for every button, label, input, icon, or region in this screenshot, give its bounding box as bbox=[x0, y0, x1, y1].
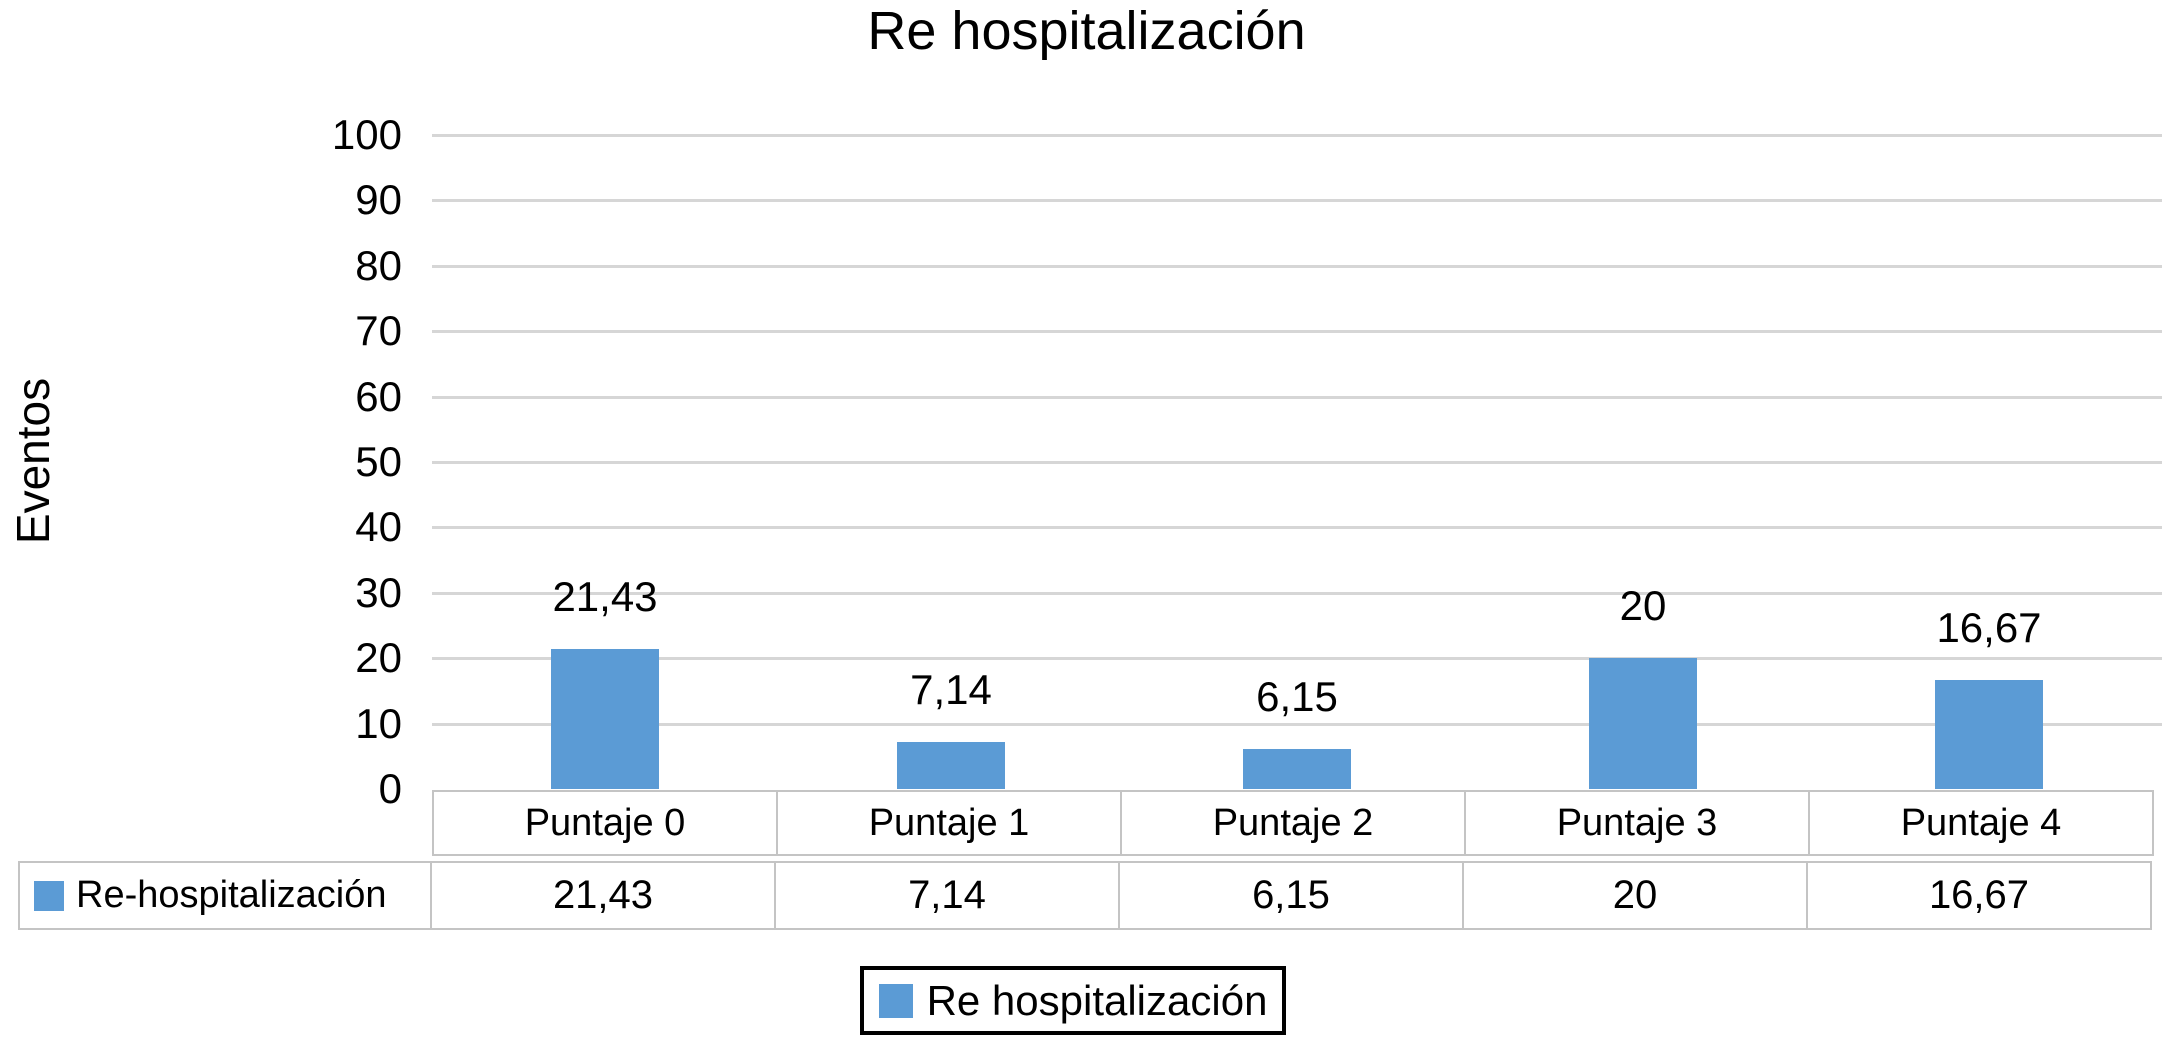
gridline bbox=[432, 199, 2162, 203]
y-tick-label: 20 bbox=[355, 634, 402, 682]
bar-value-label: 6,15 bbox=[1256, 672, 1338, 720]
gridline bbox=[432, 134, 2162, 137]
y-tick-label: 60 bbox=[355, 372, 402, 420]
y-tick-label: 50 bbox=[355, 438, 402, 485]
legend-label: Re hospitalización bbox=[926, 976, 1268, 1024]
series-swatch-icon bbox=[34, 880, 64, 911]
y-tick-label: 0 bbox=[378, 765, 402, 812]
chart-title: Re hospitalización bbox=[867, 1, 1306, 61]
y-tick-label: 30 bbox=[355, 568, 402, 616]
bar-puntaje-0 bbox=[551, 648, 659, 789]
category-cell: Puntaje 1 bbox=[776, 790, 1122, 856]
category-cell: Puntaje 0 bbox=[432, 790, 778, 856]
category-cell: Puntaje 4 bbox=[1808, 790, 2154, 856]
y-tick-label: 80 bbox=[355, 241, 402, 289]
y-tick-label: 90 bbox=[355, 176, 402, 224]
category-cell: Puntaje 3 bbox=[1464, 790, 1810, 856]
y-tick-label: 40 bbox=[355, 503, 402, 551]
gridline bbox=[432, 395, 2162, 399]
value-cell: 7,14 bbox=[774, 861, 1120, 930]
gridline bbox=[432, 722, 2162, 726]
gridline bbox=[432, 657, 2162, 661]
y-tick-label: 100 bbox=[331, 111, 402, 158]
value-cell: 20 bbox=[1462, 861, 1808, 930]
gridline bbox=[432, 264, 2162, 268]
bar-value-label: 20 bbox=[1619, 582, 1667, 630]
x-category-row: Puntaje 0 Puntaje 1 Puntaje 2 Puntaje 3 Punt… bbox=[432, 790, 2162, 856]
y-tick-label: 70 bbox=[355, 307, 402, 355]
bar-value-label: 16,67 bbox=[1936, 603, 2042, 651]
category-cell: Puntaje 2 bbox=[1120, 790, 1466, 856]
row-header-label: Re-hospitalización bbox=[76, 874, 387, 916]
bar-puntaje-2 bbox=[1243, 748, 1351, 789]
data-table-row: Re-hospitalización 21,43 7,14 6,15 20 16,67 bbox=[18, 861, 2162, 930]
y-axis-ticks: 0 10 20 30 40 50 60 70 80 90 100 bbox=[0, 0, 402, 1038]
gridline bbox=[432, 526, 2162, 530]
bar-puntaje-4 bbox=[1935, 679, 2043, 789]
legend-swatch-icon bbox=[878, 983, 913, 1018]
row-header-cell: Re-hospitalización bbox=[18, 861, 432, 930]
gridline bbox=[432, 461, 2162, 464]
y-tick-label: 10 bbox=[355, 699, 402, 747]
gridline bbox=[432, 591, 2162, 595]
value-cell: 6,15 bbox=[1118, 861, 1464, 930]
value-cell: 16,67 bbox=[1806, 861, 2152, 930]
bar-value-label: 7,14 bbox=[910, 666, 992, 714]
value-cell: 21,43 bbox=[430, 861, 776, 930]
bar-puntaje-1 bbox=[897, 742, 1005, 789]
gridline bbox=[432, 330, 2162, 334]
chart-legend: Re hospitalización bbox=[860, 966, 1286, 1035]
plot-area: 21,43 7,14 6,15 20 16,67 bbox=[432, 134, 2162, 789]
bar-puntaje-3 bbox=[1589, 658, 1697, 789]
bar-value-label: 21,43 bbox=[552, 572, 658, 620]
